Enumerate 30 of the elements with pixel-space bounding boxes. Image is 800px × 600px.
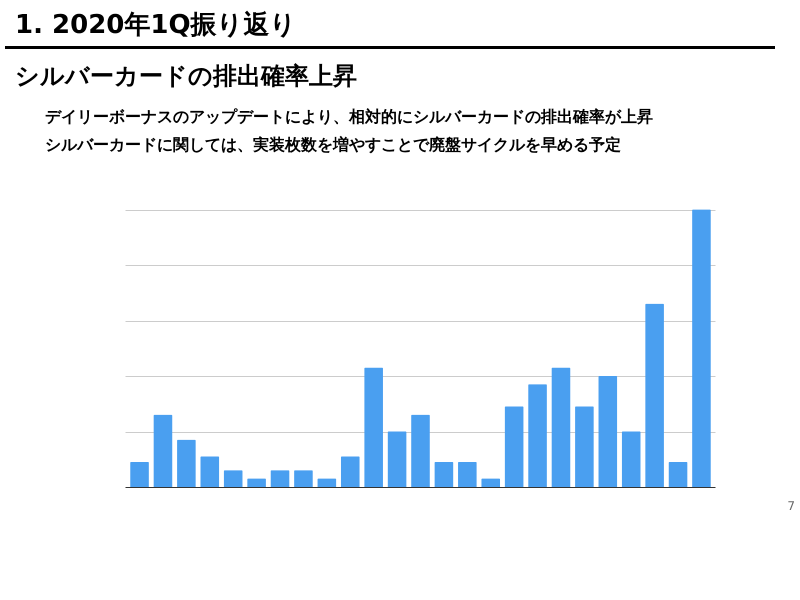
- text: 7: [787, 498, 795, 515]
- chart-title: 1. 2020年1Q振り返り: [15, 9, 297, 42]
- bar: [177, 440, 196, 488]
- bar: [552, 368, 570, 488]
- bar: [622, 431, 640, 488]
- bar: [692, 209, 711, 488]
- bar: [200, 456, 220, 488]
- bar: [340, 456, 360, 488]
- bar: [668, 462, 688, 488]
- bar: [645, 304, 664, 488]
- bar: [481, 478, 500, 488]
- bar: [270, 470, 290, 488]
- bar: [364, 368, 383, 488]
- bar: [154, 414, 172, 488]
- bar: [247, 478, 266, 488]
- chart-subtitle: シルバーカードの排出確率上昇: [15, 61, 357, 92]
- bar: [575, 406, 594, 488]
- text: シルバーカードに関しては、実装枚数を増やすことで廃盤サイクルを早める予定: [45, 134, 621, 154]
- bar: [224, 470, 242, 488]
- bar: [318, 478, 336, 488]
- bar: [411, 414, 430, 488]
- bar: [294, 470, 313, 488]
- bar: [598, 376, 618, 488]
- bar: [434, 462, 454, 488]
- bar: [458, 462, 477, 488]
- bar: [130, 462, 149, 488]
- bar: [504, 406, 524, 488]
- bar: [528, 384, 547, 488]
- bar: [388, 431, 406, 488]
- text: デイリーボーナスのアップデートにより、相対的にシルバーカードの排出確率が上昇: [45, 107, 653, 126]
